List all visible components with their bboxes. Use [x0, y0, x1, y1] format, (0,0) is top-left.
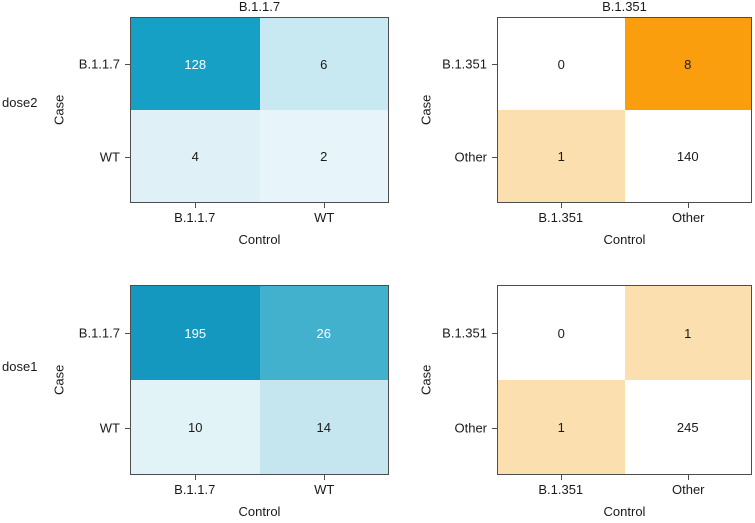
heatmap-cell: 0	[498, 18, 625, 110]
x-axis-label: Control	[603, 232, 646, 247]
y-tick-mark	[125, 63, 130, 65]
cell-value: 1	[684, 325, 692, 341]
x-tick-label: B.1.1.7	[174, 482, 216, 497]
x-tick-mark	[688, 475, 690, 480]
row-label-dose2: dose2	[2, 95, 38, 110]
y-tick-mark	[492, 427, 497, 429]
heatmap-cell: 1	[624, 286, 751, 380]
x-tick-mark	[688, 203, 690, 208]
y-tick-mark	[125, 332, 130, 334]
cell-value: 245	[676, 419, 699, 435]
cell-value: 128	[184, 56, 207, 72]
heatmap-cell: 4	[131, 110, 260, 202]
heatmap-cell: 128	[131, 18, 260, 110]
heatmap: 128 6 4 2	[130, 17, 389, 203]
cell-value: 8	[684, 56, 692, 72]
heatmap-cell: 10	[131, 380, 260, 474]
cell-value: 2	[320, 148, 328, 164]
heatmap-cell: 1	[498, 110, 625, 202]
x-tick-mark	[324, 203, 326, 208]
y-tick-label: WT	[99, 420, 120, 435]
y-tick-label: WT	[99, 149, 120, 164]
cell-value: 4	[191, 148, 199, 164]
heatmap-cell: 195	[131, 286, 260, 380]
panel-dose2-b1351: B.1.351 0 8 1 140 B.1.351 Other B.1.351 …	[419, 0, 752, 247]
cell-value: 0	[557, 56, 565, 72]
heatmap-cell: 1	[498, 380, 625, 474]
x-tick-mark	[324, 475, 326, 480]
y-axis-label: Case	[418, 94, 434, 126]
cell-value: 6	[320, 56, 328, 72]
x-tick-mark	[560, 475, 562, 480]
panel-dose1-b1351: 0 1 1 245 B.1.351 Other B.1.351 Other Co…	[419, 285, 752, 519]
panel-dose1-b117: 195 26 10 14 B.1.1.7 WT B.1.1.7 WT Contr…	[52, 285, 389, 519]
x-tick-label: B.1.1.7	[174, 210, 216, 225]
x-axis-label: Control	[238, 504, 281, 519]
cell-value: 1	[557, 419, 565, 435]
y-tick-mark	[492, 63, 497, 65]
x-axis-label: Control	[603, 504, 646, 519]
y-tick-mark	[125, 156, 130, 158]
x-tick-label: B.1.351	[538, 210, 584, 225]
heatmap-cell: 14	[259, 380, 388, 474]
y-axis-label: Case	[51, 364, 67, 396]
heatmap-cell: 245	[624, 380, 751, 474]
heatmap-cell: 8	[624, 18, 751, 110]
y-tick-mark	[125, 427, 130, 429]
cell-value: 14	[316, 419, 331, 435]
heatmap: 195 26 10 14	[130, 285, 389, 475]
x-axis-label: Control	[238, 232, 281, 247]
heatmap-cell: 2	[259, 110, 388, 202]
panel-title: B.1.1.7	[238, 0, 281, 14]
y-tick-mark	[492, 156, 497, 158]
x-tick-label: Other	[671, 210, 705, 225]
y-tick-label: B.1.1.7	[78, 325, 120, 340]
y-tick-label: B.1.351	[442, 325, 487, 340]
panel-title: B.1.351	[602, 0, 647, 14]
cell-value: 195	[184, 325, 207, 341]
heatmap-cell: 140	[624, 110, 751, 202]
cell-value: 1	[557, 148, 565, 164]
cell-value: 140	[676, 148, 699, 164]
y-axis-label: Case	[418, 364, 434, 396]
cell-value: 26	[316, 325, 331, 341]
y-tick-mark	[492, 332, 497, 334]
y-tick-label: Other	[454, 420, 487, 435]
x-tick-label: B.1.351	[538, 482, 584, 497]
x-tick-label: Other	[671, 482, 705, 497]
y-axis-label: Case	[51, 94, 67, 126]
heatmap: 0 1 1 245	[497, 285, 752, 475]
heatmap-cell: 6	[259, 18, 388, 110]
cell-value: 0	[557, 325, 565, 341]
x-tick-label: WT	[314, 482, 335, 497]
x-tick-mark	[194, 475, 196, 480]
heatmap-cell: 26	[259, 286, 388, 380]
panel-dose2-b117: B.1.1.7 128 6 4 2 B.1.1.7 WT B.1.1.7 WT …	[52, 0, 389, 247]
x-tick-mark	[194, 203, 196, 208]
row-label-dose1: dose1	[2, 359, 38, 374]
heatmap: 0 8 1 140	[497, 17, 752, 203]
y-tick-label: B.1.1.7	[78, 56, 120, 71]
x-tick-mark	[560, 203, 562, 208]
y-tick-label: Other	[454, 149, 487, 164]
x-tick-label: WT	[314, 210, 335, 225]
y-tick-label: B.1.351	[442, 56, 487, 71]
heatmap-cell: 0	[498, 286, 625, 380]
cell-value: 10	[188, 419, 203, 435]
